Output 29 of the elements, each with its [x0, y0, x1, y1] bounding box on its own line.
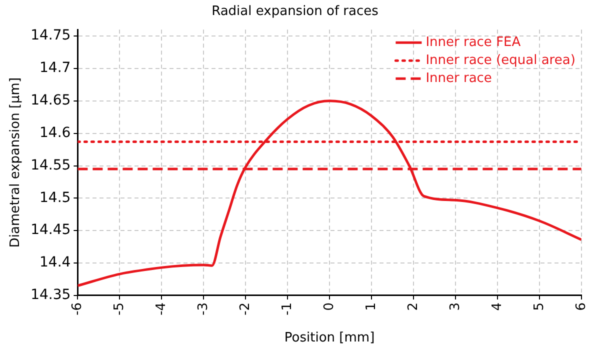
x-tick-label: 2 — [406, 302, 421, 311]
chart-title: Radial expansion of races — [212, 4, 379, 20]
legend-label: Inner race FEA — [426, 34, 521, 50]
y-tick-label: 14.75 — [30, 28, 71, 44]
x-tick-label: 0 — [322, 302, 337, 311]
x-tick-label: -3 — [196, 302, 211, 316]
y-tick-label: 14.7 — [40, 60, 71, 76]
x-tick-label: -2 — [238, 302, 253, 316]
legend-label: Inner race (equal area) — [426, 52, 576, 68]
x-tick-label: -4 — [154, 302, 170, 316]
y-tick-label: 14.45 — [30, 222, 71, 238]
x-tick-label: 5 — [532, 302, 547, 311]
y-tick-label: 14.35 — [30, 287, 71, 304]
y-tick-label: 14.6 — [40, 124, 71, 141]
y-tick-label: 14.5 — [40, 190, 71, 206]
x-tick-label: 1 — [364, 302, 379, 311]
x-tick-label: -6 — [70, 302, 86, 316]
y-tick-label: 14.4 — [40, 254, 71, 271]
legend-label: Inner race — [426, 70, 492, 86]
line-series — [78, 100, 582, 287]
y-tick-label: 14.65 — [30, 92, 71, 109]
y-axis-title: Diametral expansion [µm] — [8, 77, 24, 248]
x-tick-label: 3 — [448, 302, 463, 311]
x-tick-label: 4 — [490, 302, 505, 311]
x-axis-title: Position [mm] — [284, 330, 375, 346]
y-tick-label: 14.55 — [30, 157, 71, 174]
x-tick-label: 6 — [574, 302, 589, 311]
x-tick-label: -5 — [112, 302, 128, 316]
x-tick-label: -1 — [280, 302, 295, 316]
